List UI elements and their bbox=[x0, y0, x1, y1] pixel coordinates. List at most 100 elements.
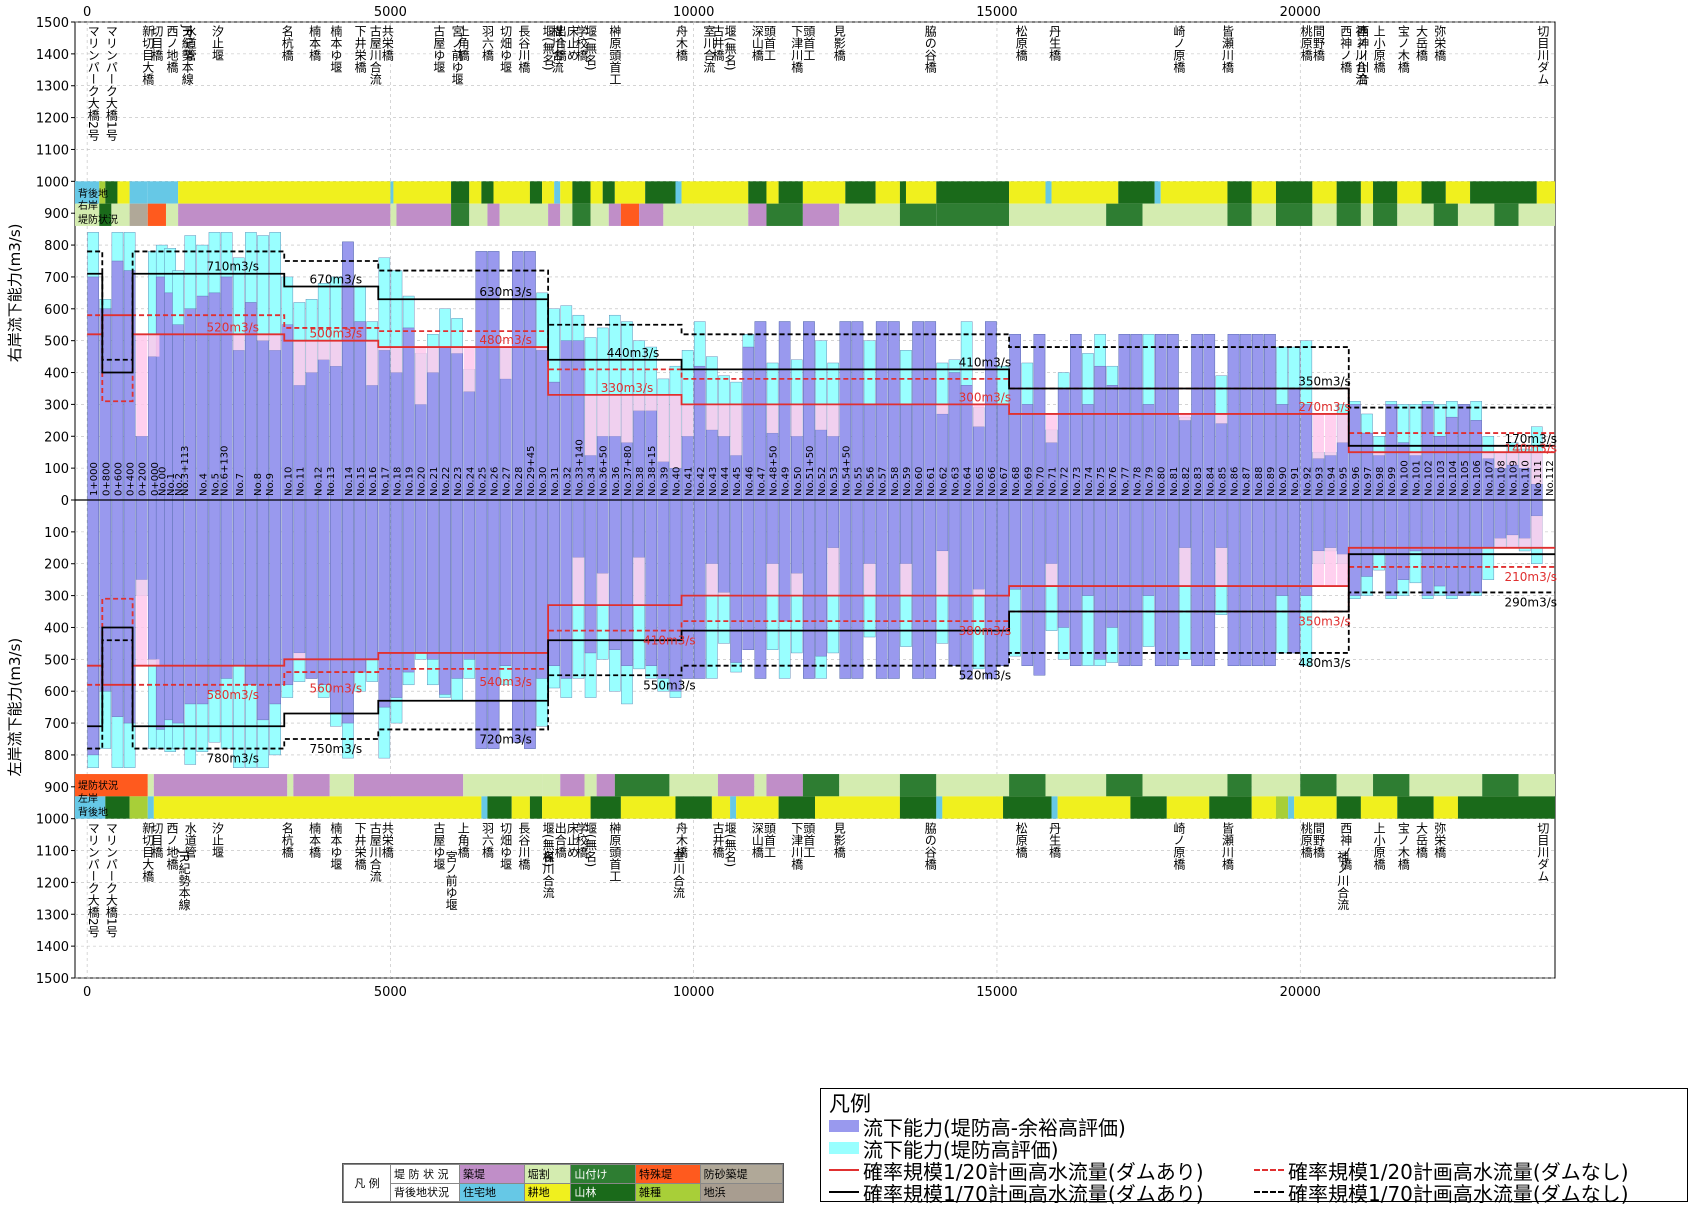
legend-item-s4: 確率規模1/70計画高水流量(ダムなし) bbox=[1254, 1178, 1679, 1207]
left-bar-yoyu bbox=[669, 499, 682, 692]
annotation-left: 560m3/s bbox=[310, 681, 363, 695]
left-bar-yoyu bbox=[390, 499, 403, 698]
right-shortfall bbox=[1482, 452, 1494, 459]
y-tick-label: 600 bbox=[44, 303, 69, 318]
band-label-bank-left: 堤防状況 bbox=[78, 779, 118, 792]
left-shortfall bbox=[633, 557, 645, 606]
structure-label-bottom: 西ノ地橋 bbox=[165, 822, 179, 871]
series-line-left-1 bbox=[87, 546, 1555, 686]
legend-line-s1 bbox=[829, 1169, 859, 1171]
left-bar-yoyu bbox=[172, 499, 184, 724]
y-tick-label: 400 bbox=[44, 367, 69, 382]
right-bg-band-seg bbox=[1051, 181, 1119, 204]
right-bg-band-seg bbox=[393, 181, 452, 204]
left-bar-yoyu bbox=[451, 499, 463, 679]
structure-label-bottom: 下井栄橋 bbox=[353, 822, 367, 871]
right-shortfall bbox=[730, 404, 742, 456]
right-shortfall bbox=[1373, 452, 1385, 456]
ylabel-right-bank: 右岸流下能力(m3/s) bbox=[6, 223, 24, 362]
left-bar-yoyu bbox=[778, 499, 791, 622]
right-shortfall bbox=[645, 394, 657, 411]
left-bg-band-seg bbox=[153, 796, 482, 819]
left-shortfall bbox=[827, 547, 839, 596]
band-label-bg-left: 背後地 bbox=[78, 806, 108, 819]
left-bar-yoyu bbox=[1312, 499, 1325, 552]
band-legend-zatsu: 雑種 bbox=[635, 1182, 701, 1202]
right-bank-band-seg bbox=[1312, 203, 1337, 226]
left-shortfall bbox=[1324, 547, 1337, 587]
structure-label-top: 丹生橋 bbox=[1048, 25, 1062, 62]
x-tick-label-bottom: 15000 bbox=[976, 985, 1017, 1000]
section-label: No.55 bbox=[853, 467, 864, 496]
structure-label-bottom: 脇の谷橋 bbox=[923, 821, 937, 870]
structure-label-top: 上小原橋 bbox=[1372, 25, 1386, 74]
right-bg-band-seg bbox=[778, 181, 803, 204]
section-label: No.57 bbox=[878, 467, 889, 496]
left-bar-yoyu bbox=[888, 499, 900, 679]
left-bank-band-seg bbox=[717, 774, 755, 797]
structure-label-bottom: 下津川橋 bbox=[790, 822, 804, 871]
band-legend-tokushu: 特殊堤 bbox=[635, 1164, 701, 1184]
right-bank-band-seg bbox=[99, 203, 112, 226]
left-bar-yoyu bbox=[1531, 499, 1543, 517]
section-label: 0+400 bbox=[126, 462, 137, 496]
right-bank-band-seg bbox=[1275, 203, 1313, 226]
band-legend: 凡 例 堤 防 状 況 築堤 堀割 山付け 特殊堤 防砂築堤 背後地状況 住宅地… bbox=[342, 1163, 784, 1203]
section-label: No.107 bbox=[1484, 460, 1495, 496]
right-bg-band-seg bbox=[1312, 181, 1337, 204]
right-bg-band-seg bbox=[1251, 181, 1276, 204]
left-bg-band-seg bbox=[1251, 796, 1276, 819]
left-bar-yoyu bbox=[499, 499, 512, 666]
section-label: No.20 bbox=[417, 467, 428, 496]
band-legend-chihin: 地浜 bbox=[699, 1182, 784, 1202]
left-bar-yoyu bbox=[1167, 499, 1179, 666]
right-bg-band-seg bbox=[1160, 181, 1228, 204]
section-label: No.96 bbox=[1351, 467, 1362, 496]
left-bank-band-seg bbox=[542, 774, 561, 797]
section-label: No.25 bbox=[477, 467, 488, 496]
right-bank-band-seg bbox=[766, 203, 803, 226]
structure-label-bottom: 堰(無名) bbox=[723, 821, 737, 867]
left-bank-band-seg bbox=[1045, 774, 1107, 797]
section-label: No.68 bbox=[1011, 467, 1022, 496]
section-label: No.74 bbox=[1084, 467, 1095, 496]
right-bank-band-seg bbox=[1373, 203, 1398, 226]
annotation-right: 140m3/s bbox=[1504, 441, 1557, 455]
right-shortfall bbox=[233, 334, 245, 351]
left-bg-band-seg bbox=[1209, 796, 1252, 819]
section-label: No.58 bbox=[890, 467, 901, 496]
structure-label-bottom: 古井橋 bbox=[711, 820, 725, 858]
left-shortfall bbox=[1506, 535, 1519, 548]
section-label: No.10 bbox=[283, 467, 294, 496]
left-bg-band-seg bbox=[815, 796, 900, 819]
right-bg-band-seg bbox=[105, 181, 118, 204]
y-tick-label: 1100 bbox=[36, 845, 69, 860]
x-tick-label-top: 5000 bbox=[374, 5, 407, 20]
x-tick-label-top: 10000 bbox=[673, 5, 714, 20]
right-shortfall bbox=[451, 347, 463, 354]
section-label: No.8 bbox=[253, 473, 264, 496]
left-bank-band-seg bbox=[1518, 774, 1555, 797]
section-label: No.14 bbox=[344, 467, 355, 496]
left-bank-band-seg bbox=[614, 774, 670, 797]
annotation-right: 330m3/s bbox=[601, 381, 654, 395]
legend-line-s3 bbox=[829, 1191, 859, 1193]
left-bg-band-seg bbox=[936, 796, 943, 819]
right-shortfall bbox=[1409, 452, 1422, 456]
section-label: No.31 bbox=[550, 467, 561, 496]
right-shortfall bbox=[269, 334, 281, 351]
right-shortfall bbox=[609, 394, 621, 437]
right-shortfall bbox=[1324, 413, 1337, 456]
right-bank-band-seg bbox=[390, 203, 397, 226]
y-tick-label: 1200 bbox=[36, 112, 69, 127]
left-shortfall bbox=[706, 563, 718, 596]
y-tick-label: 1000 bbox=[36, 813, 69, 828]
left-bg-band-seg bbox=[105, 796, 130, 819]
left-bank-band-seg bbox=[584, 774, 597, 797]
structure-label-top: 古屋ゆ堰 bbox=[432, 24, 446, 73]
structure-label-bottom: 楳川合流 bbox=[541, 849, 555, 898]
section-label: No.104 bbox=[1448, 460, 1459, 496]
left-bg-band-seg bbox=[736, 796, 779, 819]
left-bar-yoyu bbox=[1179, 499, 1191, 548]
right-shortfall bbox=[330, 340, 342, 367]
